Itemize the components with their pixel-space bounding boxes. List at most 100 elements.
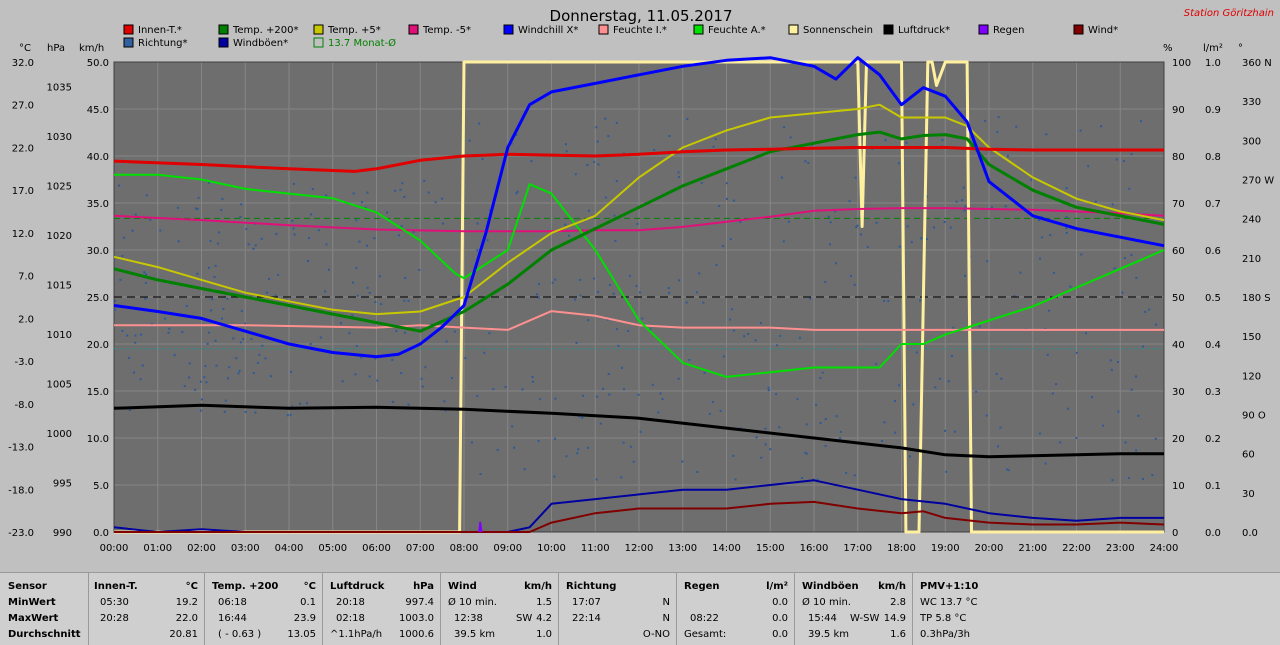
direction-point [845, 471, 848, 474]
direction-point [1048, 309, 1051, 312]
direction-point [513, 446, 516, 449]
direction-point [400, 225, 403, 228]
direction-point [638, 291, 641, 294]
tick-label-humidity_pct: 50 [1172, 293, 1185, 304]
direction-point [317, 229, 320, 232]
stats-windboeen-distance: 39.5 km [808, 629, 849, 640]
direction-point [819, 422, 822, 425]
direction-point [404, 276, 407, 279]
direction-point [481, 157, 484, 160]
direction-point [1067, 407, 1070, 410]
direction-point [114, 308, 117, 311]
direction-point [587, 319, 590, 322]
direction-point [620, 476, 623, 479]
tick-label-temp_c: -18.0 [8, 485, 34, 496]
direction-point [203, 376, 206, 379]
direction-point [807, 161, 810, 164]
direction-point [213, 275, 216, 278]
series-line-sonnenschein [114, 60, 1164, 534]
stats-wind-title: Wind [448, 581, 477, 592]
direction-point [401, 182, 404, 185]
direction-point [181, 330, 184, 333]
tick-label-temp_c: 27.0 [12, 101, 34, 112]
stats-windboeen-unit: km/h [878, 581, 906, 592]
tick-label-rain_lm2: 0.0 [1205, 528, 1221, 539]
legend-label: 13.7 Monat-Ø [328, 37, 396, 49]
tick-label-wind_kmh: 20.0 [87, 340, 109, 351]
direction-point [782, 240, 785, 243]
direction-point [1113, 267, 1116, 270]
direction-point [515, 133, 518, 136]
direction-point [307, 259, 310, 262]
direction-point [421, 385, 424, 388]
stats-regen-unit: l/m² [766, 581, 788, 592]
stats-richtung: Richtung 17:07 N 22:14 N O-NO [558, 573, 677, 645]
direction-point [292, 227, 295, 230]
chart-legend: Innen-T.* Temp. +200* Temp. +5* Temp. -5* Wi… [123, 24, 1118, 49]
tick-label-direction_deg: 120 [1242, 371, 1261, 382]
direction-point [418, 268, 421, 271]
direction-point [667, 287, 670, 290]
direction-point [183, 385, 186, 388]
tick-label-direction_deg: 210 [1242, 254, 1261, 265]
direction-point [531, 376, 534, 379]
direction-point [677, 377, 680, 380]
direction-point [221, 198, 224, 201]
stats-innen-value: 19.2 [175, 597, 198, 608]
tick-label-pressure_hpa: 1000 [47, 429, 72, 440]
direction-point [134, 341, 137, 344]
tick-label-humidity_pct: 10 [1172, 481, 1185, 492]
direction-point [574, 173, 577, 176]
direction-point [1044, 327, 1047, 330]
direction-point [715, 264, 718, 267]
direction-point [883, 299, 886, 302]
direction-point [1123, 257, 1126, 260]
direction-point [196, 207, 199, 210]
direction-point [608, 393, 611, 396]
tick-label-humidity_pct: 90 [1172, 105, 1185, 116]
direction-point [893, 400, 896, 403]
direction-point [1030, 178, 1033, 181]
stats-richtung-time: 22:14 [572, 613, 601, 624]
stats-richtung-title: Richtung [566, 581, 617, 592]
direction-point [884, 139, 887, 142]
direction-point [128, 409, 131, 412]
direction-point [1006, 468, 1009, 471]
direction-point [839, 430, 842, 433]
direction-point [622, 441, 625, 444]
stats-innen-title: Innen-T. [94, 581, 138, 592]
direction-point [1013, 295, 1016, 298]
direction-point [933, 226, 936, 229]
direction-point [1059, 441, 1062, 444]
direction-point [1130, 153, 1133, 156]
tick-label-time: 03:00 [231, 543, 260, 554]
tick-label-rain_lm2: 0.7 [1205, 199, 1221, 210]
direction-point [607, 373, 610, 376]
stats-innen-value: 20.81 [169, 629, 198, 640]
direction-point [403, 331, 406, 334]
direction-point [1094, 200, 1097, 203]
direction-point [576, 452, 579, 455]
direction-point [523, 468, 526, 471]
direction-point [1069, 285, 1072, 288]
series-line-wind- [114, 500, 1165, 533]
direction-point [261, 344, 264, 347]
legend-swatch [788, 24, 799, 35]
direction-point [445, 340, 448, 343]
direction-point [953, 430, 956, 433]
direction-point [629, 445, 632, 448]
tick-label-wind_kmh: 0.0 [93, 528, 109, 539]
direction-point [1144, 310, 1147, 313]
direction-point [355, 266, 358, 269]
direction-point [1065, 187, 1068, 190]
direction-point [641, 317, 644, 320]
series-line-windchill-x- [113, 56, 1165, 359]
legend-swatch [218, 24, 229, 35]
direction-point [291, 219, 294, 222]
series-line-regen [478, 521, 483, 533]
direction-point [1000, 377, 1003, 380]
tick-label-rain_lm2: 1.0 [1205, 58, 1221, 69]
direction-point [1100, 125, 1103, 128]
stats-innen-time: 05:30 [100, 597, 129, 608]
station-name: Station Göritzhain [1184, 8, 1274, 19]
